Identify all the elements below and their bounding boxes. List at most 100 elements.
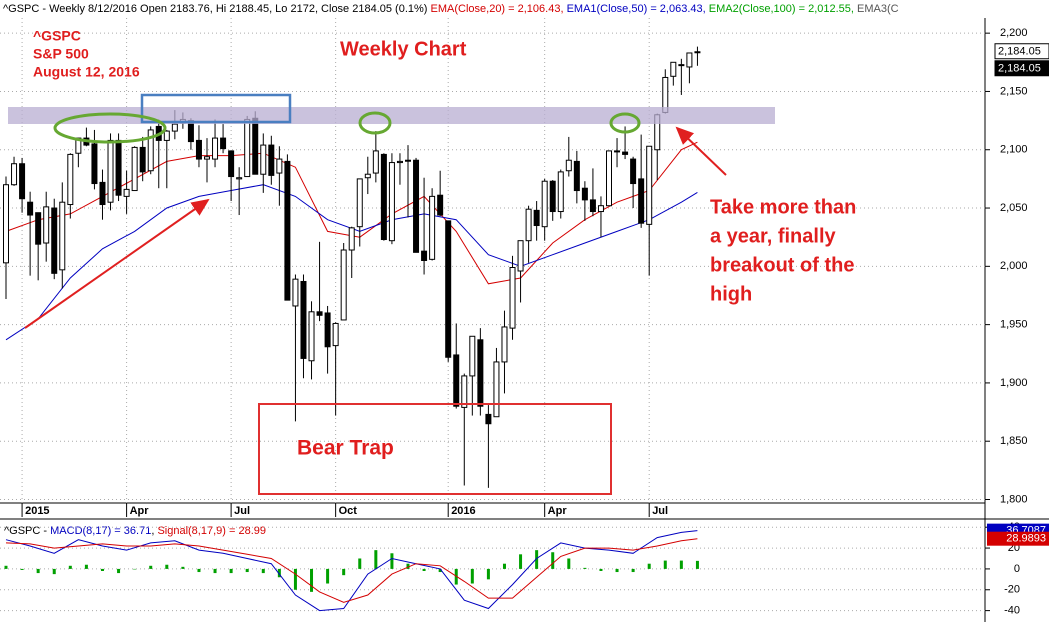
candle-body	[380, 153, 387, 241]
y-tick-label: -20	[1004, 584, 1020, 596]
candle-body	[509, 266, 516, 329]
candle-body	[622, 151, 629, 155]
candle-body	[35, 212, 42, 245]
candle-body	[670, 61, 677, 77]
candle-body	[421, 250, 428, 262]
candle-body	[646, 145, 653, 225]
y-tick-label: 1,950	[1000, 319, 1028, 331]
trend-arrow	[24, 198, 210, 329]
candle-body	[292, 278, 299, 307]
candle-body	[614, 150, 621, 153]
y-tick-label: 1,800	[1000, 493, 1028, 505]
candle-body	[163, 130, 170, 141]
candle-body	[139, 146, 146, 173]
header-part: MACD(8,17) = 36.71	[50, 525, 151, 537]
candle-body	[469, 335, 476, 377]
histogram-bar	[117, 568, 121, 574]
candle-body	[589, 199, 596, 213]
candle-body	[501, 326, 508, 363]
candle-body	[348, 227, 355, 251]
histogram-bar	[486, 568, 490, 580]
candle-body	[413, 159, 420, 253]
indicator-line	[5, 538, 698, 603]
x-tick-label: Jul	[234, 505, 250, 517]
macd-header: ^GSPC - MACD(8,17) = 36.71, Signal(8,17,…	[4, 525, 266, 537]
histogram-bar	[181, 566, 185, 569]
histogram-bar	[213, 568, 217, 574]
candle-body	[396, 160, 403, 164]
candle-body	[43, 206, 50, 244]
header-part: Signal(8,17,9) = 28.99	[157, 525, 266, 537]
y-tick-label: 1,900	[1000, 377, 1028, 389]
candle-body	[388, 162, 395, 242]
candle-body	[606, 150, 612, 207]
y-tick-label: 2,050	[1000, 202, 1028, 214]
note-line: Take more than	[710, 196, 856, 218]
price-label-box	[994, 43, 1049, 60]
x-tick-label: Apr	[548, 505, 568, 517]
header-part: ,	[151, 525, 157, 537]
candle-body	[19, 163, 26, 200]
candle-body	[364, 173, 371, 179]
candle-body	[59, 201, 66, 271]
candle-body	[533, 209, 540, 227]
candle-body	[308, 311, 315, 362]
histogram-bar	[470, 568, 474, 584]
note-line: a year, finally	[710, 225, 837, 247]
candle-body	[638, 178, 645, 224]
histogram-bar	[422, 568, 426, 571]
candle-body	[147, 129, 154, 172]
candle-body	[171, 123, 178, 132]
histogram-bar	[438, 568, 442, 573]
histogram-bar	[535, 550, 539, 569]
chart-header: ^GSPC - Weekly 8/12/2016 Open 2183.76, H…	[3, 3, 899, 15]
highlight-ellipse	[358, 111, 392, 135]
candle-body	[630, 158, 637, 185]
candle-body	[11, 163, 18, 186]
candle-body	[195, 139, 202, 160]
header-part: ^GSPC - Weekly 8/12/2016 Open 2183.76, H…	[3, 3, 431, 15]
candle-body	[581, 187, 588, 201]
candle-body	[549, 180, 556, 213]
candle-body	[276, 158, 283, 174]
histogram-bar	[583, 567, 587, 569]
histogram-bar	[502, 563, 506, 569]
histogram-bar	[52, 568, 56, 575]
histogram-bar	[647, 563, 651, 569]
header-part: EMA(Close,20) = 2,106.43,	[431, 3, 567, 15]
candle-body	[405, 159, 411, 162]
price-label: 2,184.05	[998, 63, 1041, 75]
candle-body	[541, 180, 548, 228]
candle-body	[27, 201, 34, 216]
histogram-bar	[100, 568, 104, 571]
histogram-bar	[293, 568, 297, 590]
annotations: ^GSPC S&P 500 August 12, 2016 Weekly Cha…	[8, 28, 856, 495]
candle-body	[356, 178, 363, 228]
y-tick-label: 0	[1014, 563, 1020, 575]
histogram-bar	[374, 550, 378, 569]
histogram-bar	[342, 568, 346, 576]
candle-body	[51, 207, 58, 274]
candle-body	[597, 205, 604, 213]
y-tick-label: 1,850	[1000, 435, 1028, 447]
candle-body	[268, 144, 275, 176]
bear-trap-label: Bear Trap	[297, 437, 394, 460]
candle-body	[493, 361, 500, 418]
histogram-bar	[358, 558, 362, 569]
histogram-bar	[261, 568, 265, 574]
x-tick-label: Oct	[339, 505, 358, 517]
candle-body	[3, 184, 9, 264]
candle-body	[445, 220, 452, 358]
histogram-bar	[197, 568, 201, 573]
bear-trap-box	[258, 403, 612, 495]
header-part: ^GSPC -	[4, 525, 50, 537]
highlight-ellipse	[53, 112, 167, 144]
index-name: S&P 500	[33, 46, 89, 62]
histogram-bar	[84, 564, 88, 569]
histogram-bar	[310, 568, 314, 592]
histogram-bar	[695, 560, 699, 569]
histogram-bar	[277, 568, 281, 578]
candle-body	[316, 311, 323, 316]
y-tick-label: 2,000	[1000, 260, 1028, 272]
